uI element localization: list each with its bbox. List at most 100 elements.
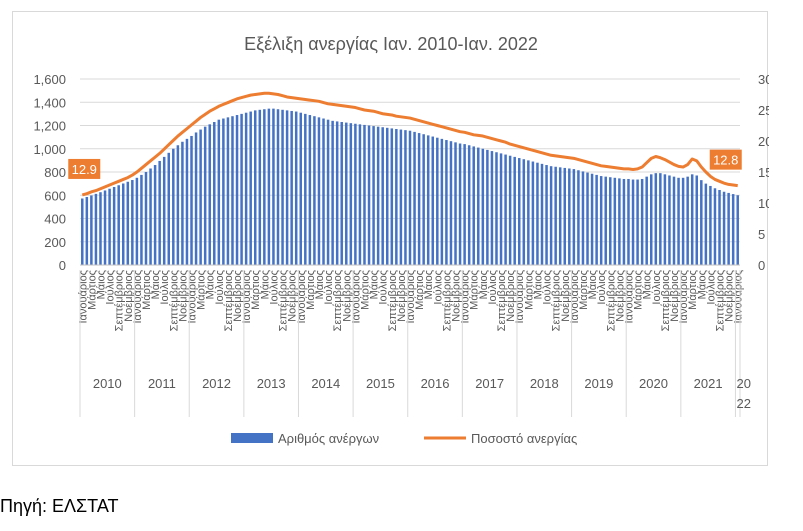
- bar: [436, 137, 439, 265]
- year-label: 2015: [366, 376, 395, 391]
- year-label: 2016: [421, 376, 450, 391]
- bar: [185, 138, 189, 265]
- bar: [668, 175, 671, 265]
- month-tick: Ιούλιος: [214, 270, 226, 305]
- bar: [367, 125, 371, 265]
- bar: [495, 152, 498, 265]
- y-right-tick: 10: [758, 196, 769, 211]
- y-right-tick: 0: [758, 258, 765, 273]
- y-right-tick: 30: [758, 72, 769, 87]
- bar: [709, 185, 712, 265]
- data-label-box: [709, 149, 742, 170]
- bar: [536, 162, 539, 265]
- year-label: 2018: [530, 376, 559, 391]
- source-note: Πηγή: ΕΛΣΤΑΤ: [0, 496, 119, 516]
- bar: [467, 145, 471, 265]
- bar: [672, 176, 676, 265]
- bar: [354, 123, 357, 265]
- bar: [663, 174, 667, 265]
- bar: [490, 151, 494, 265]
- bar: [572, 169, 576, 265]
- month-tick: Μάιος: [314, 270, 326, 299]
- y-left-tick: 600: [44, 188, 66, 203]
- bar: [431, 136, 435, 265]
- bar: [240, 113, 243, 265]
- bar: [690, 174, 694, 265]
- y-right-tick: 15: [758, 165, 769, 180]
- bar: [126, 181, 130, 265]
- bar: [568, 168, 571, 265]
- year-label: 2020: [639, 376, 668, 391]
- month-tick: Ιούλιος: [105, 270, 117, 305]
- bar: [294, 111, 298, 265]
- legend-bar-label: Αριθμός ανέργων: [278, 431, 379, 446]
- chart-frame: Εξέλιξη ανεργίας Ιαν. 2010-Ιαν. 2022 0 200…: [12, 11, 769, 466]
- month-tick: Μάρτιος: [687, 270, 699, 310]
- bar: [540, 163, 544, 265]
- bar: [149, 168, 152, 265]
- month-tick: Σεπτέμβριος: [551, 270, 563, 331]
- y-right-tick: 5: [758, 227, 765, 242]
- month-tick: Νοέμβριος: [396, 270, 408, 322]
- month-tick: Νοέμβριος: [287, 270, 299, 322]
- month-tick: Μάιος: [259, 270, 271, 299]
- month-tick: Μάιος: [478, 270, 490, 299]
- month-tick: Σεπτέμβριος: [441, 270, 453, 331]
- bar: [285, 110, 289, 265]
- month-tick: Μάρτιος: [305, 270, 317, 310]
- year-label: 2017: [475, 376, 504, 391]
- bar: [258, 109, 262, 266]
- bar: [381, 127, 384, 266]
- month-tick: Μάρτιος: [469, 270, 481, 310]
- bar: [281, 109, 284, 266]
- bar: [226, 117, 230, 265]
- bar: [645, 176, 648, 265]
- y-left-tick: 1,200: [33, 119, 66, 134]
- bar: [477, 147, 480, 265]
- bar: [162, 156, 166, 265]
- month-tick: Μάιος: [532, 270, 544, 299]
- bar: [449, 141, 453, 265]
- bar: [376, 126, 380, 265]
- bar: [144, 172, 148, 265]
- y-left-tick: 1,400: [33, 95, 66, 110]
- bar: [349, 123, 353, 265]
- bar: [454, 142, 457, 265]
- bar: [140, 174, 143, 265]
- year-label: 22: [736, 396, 750, 411]
- year-label: 2019: [584, 376, 613, 391]
- bar: [577, 170, 580, 265]
- month-tick: Σεπτέμβριος: [223, 270, 235, 331]
- bar: [372, 126, 375, 265]
- year-label: 2012: [202, 376, 231, 391]
- y-left-tick: 200: [44, 235, 66, 250]
- month-tick: Μάιος: [95, 270, 107, 299]
- bar: [335, 121, 339, 266]
- bar: [727, 192, 730, 265]
- bar: [736, 195, 739, 265]
- bar: [631, 179, 635, 265]
- bar: [718, 190, 721, 265]
- month-tick: Σεπτέμβριος: [660, 270, 672, 331]
- data-label: 12.9: [72, 162, 97, 177]
- y-left-tick: 1,600: [33, 72, 66, 87]
- month-tick: Ιούλιος: [323, 270, 335, 305]
- month-tick: Μάρτιος: [578, 270, 590, 310]
- bar: [290, 110, 293, 265]
- bar: [458, 143, 462, 265]
- bar: [267, 108, 271, 265]
- bar: [253, 110, 257, 265]
- bar: [713, 188, 717, 265]
- bar: [176, 145, 180, 265]
- bar: [508, 155, 512, 265]
- month-tick: Μάρτιος: [250, 270, 262, 310]
- bar: [194, 132, 198, 265]
- bar: [554, 166, 557, 265]
- bar: [686, 176, 689, 265]
- rate-line: [81, 91, 738, 197]
- bar: [595, 174, 598, 265]
- year-label: 2021: [694, 376, 723, 391]
- month-tick: Σεπτέμβριος: [496, 270, 508, 331]
- bar: [345, 122, 348, 265]
- bar: [172, 148, 175, 265]
